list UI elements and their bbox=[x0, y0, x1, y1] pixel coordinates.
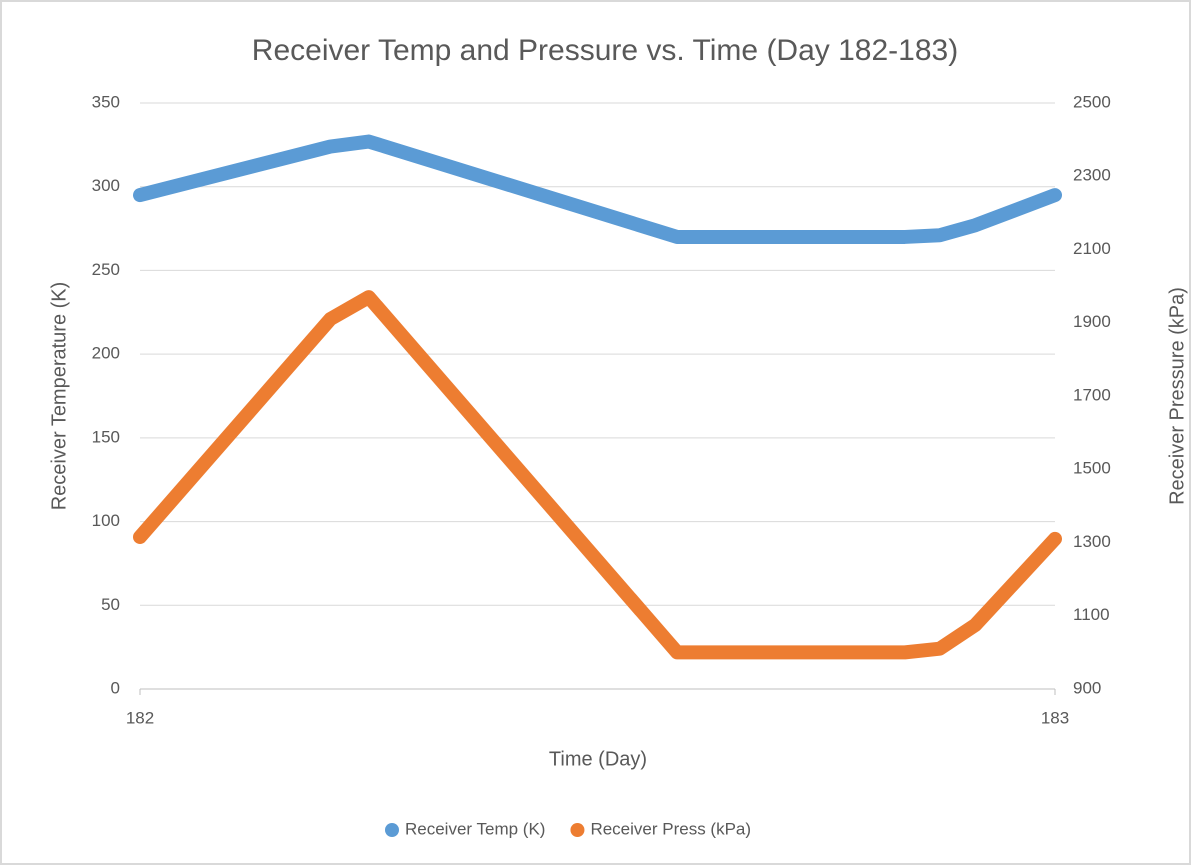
x-tick-label: 183 bbox=[1041, 708, 1069, 727]
y2-tick-label: 1900 bbox=[1073, 312, 1111, 331]
legend-label: Receiver Temp (K) bbox=[405, 819, 545, 838]
series-line bbox=[133, 290, 1062, 660]
y2-tick-label: 1700 bbox=[1073, 385, 1111, 404]
legend-marker bbox=[570, 823, 585, 837]
y-tick-label: 0 bbox=[111, 678, 120, 697]
y-tick-label: 50 bbox=[101, 595, 120, 614]
y-tick-label: 300 bbox=[92, 176, 120, 195]
y-tick-label: 350 bbox=[92, 92, 120, 111]
y-tick-label: 150 bbox=[92, 427, 120, 446]
x-tick-label: 182 bbox=[126, 708, 154, 727]
y-tick-label: 100 bbox=[92, 511, 120, 530]
legend-label: Receiver Press (kPa) bbox=[590, 819, 751, 838]
series-line bbox=[133, 134, 1062, 244]
y2-tick-label: 2100 bbox=[1073, 239, 1111, 258]
y2-tick-label: 1100 bbox=[1073, 605, 1110, 624]
x-axis-label: Time (Day) bbox=[549, 748, 647, 770]
y2-tick-label: 2300 bbox=[1073, 166, 1111, 185]
y2-tick-label: 1500 bbox=[1073, 459, 1111, 478]
chart-title: Receiver Temp and Pressure vs. Time (Day… bbox=[252, 34, 958, 67]
y2-axis-label: Receiver Pressure (kPa) bbox=[1166, 287, 1188, 505]
y2-tick-label: 900 bbox=[1073, 678, 1101, 697]
legend-marker bbox=[385, 823, 399, 837]
y2-tick-label: 1300 bbox=[1073, 532, 1111, 551]
y-axis-label: Receiver Temperature (K) bbox=[48, 282, 70, 511]
y-tick-label: 250 bbox=[92, 260, 120, 279]
y-tick-label: 200 bbox=[92, 344, 120, 363]
y2-tick-label: 2500 bbox=[1073, 92, 1111, 111]
